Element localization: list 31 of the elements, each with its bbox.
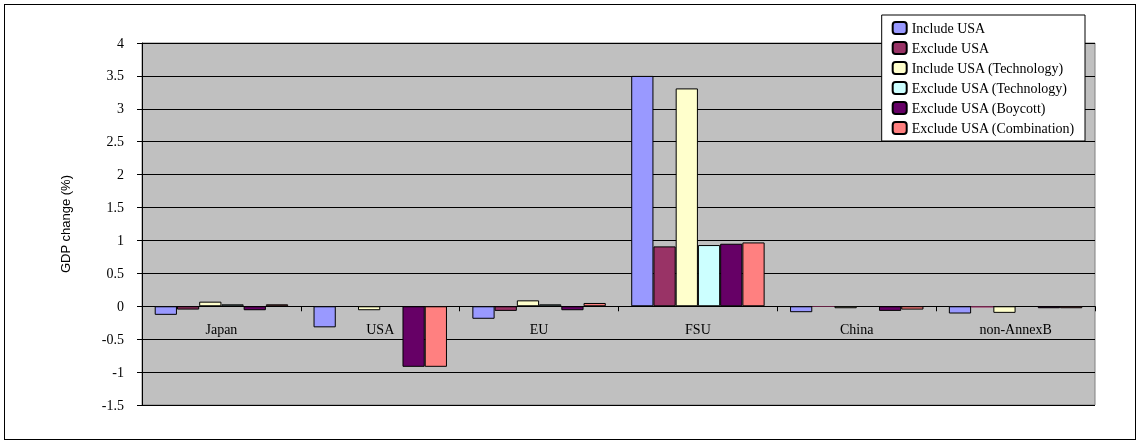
legend-label: Exclude USA <box>911 40 990 56</box>
y-tick-label: 3.5 <box>106 68 124 84</box>
y-axis-title: GDP change (%) <box>58 174 73 274</box>
bar <box>243 306 266 311</box>
y-tick-label: -1.5 <box>101 397 124 413</box>
legend-label: Include USA (Technology) <box>911 60 1064 77</box>
y-tick-label: 3 <box>117 101 124 117</box>
bar <box>993 306 1016 313</box>
y-tick-label: 0 <box>117 298 124 314</box>
bar <box>948 306 972 314</box>
y-tick-label: -1 <box>112 364 124 380</box>
bar <box>790 306 813 313</box>
x-tick-label: EU <box>529 321 549 337</box>
y-tick-label: -0.5 <box>101 331 124 347</box>
y-tick-label: 1.5 <box>106 200 124 216</box>
bar <box>358 306 381 311</box>
x-tick-label: Japan <box>205 321 238 337</box>
legend-label: Exclude USA (Combination) <box>911 120 1075 137</box>
x-tick-label: FSU <box>685 321 711 337</box>
y-tick-label: 0.5 <box>106 265 124 281</box>
legend-label: Exclude USA (Technology) <box>911 80 1068 97</box>
y-tick-label: 4 <box>117 35 124 51</box>
legend-label: Include USA <box>911 20 987 36</box>
x-tick-label: China <box>840 321 875 337</box>
x-tick-label: non-AnnexB <box>979 321 1052 337</box>
bar <box>313 306 336 328</box>
x-tick-label: USA <box>366 321 396 337</box>
y-tick-label: 2 <box>117 167 124 183</box>
legend-label: Exclude USA (Boycott) <box>911 100 1046 117</box>
y-tick-label: 1 <box>117 232 124 248</box>
y-tick-label: 2.5 <box>106 134 124 150</box>
